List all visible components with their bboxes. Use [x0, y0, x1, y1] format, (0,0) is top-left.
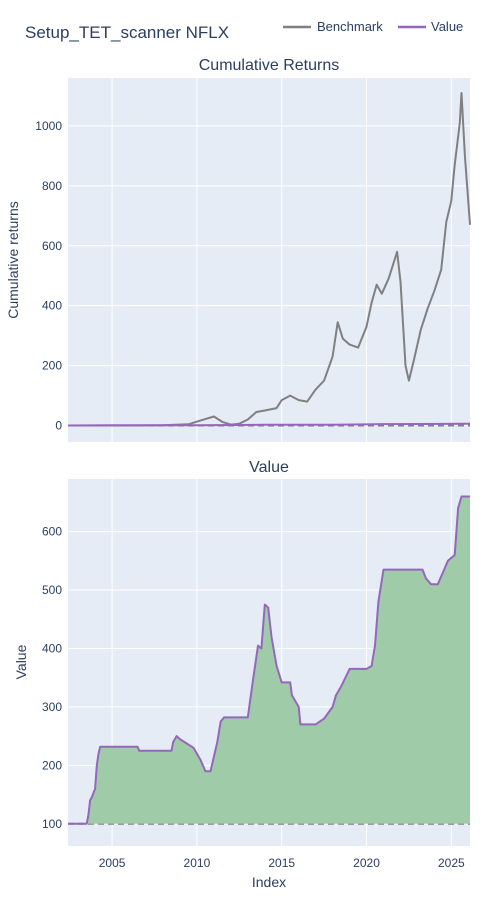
- subplot1-grid: [68, 78, 470, 442]
- subplot1-title: Cumulative Returns: [199, 57, 340, 74]
- figure-title: Setup_TET_scanner NFLX: [25, 23, 229, 42]
- subplot2-title: Value: [249, 459, 289, 476]
- series-line-benchmark: [68, 92, 471, 427]
- subplot2-ylabel: Value: [13, 644, 29, 679]
- y-tick-label: 100: [42, 817, 62, 831]
- y-tick-label: 800: [42, 179, 62, 193]
- series-area-value: [68, 496, 470, 824]
- series-line-value: [67, 422, 470, 427]
- y-tick-label: 300: [42, 700, 62, 714]
- subplot2-marks: [68, 495, 470, 825]
- legend[interactable]: Benchmark Value: [283, 19, 463, 34]
- subplot1-plot-area[interactable]: [68, 78, 470, 442]
- legend-label-benchmark: Benchmark: [317, 19, 383, 34]
- x-tick-label: 2020: [353, 856, 380, 870]
- y-tick-label: 400: [42, 641, 62, 655]
- subplot1-ytick-labels: 0 200 400 600 800 1000: [35, 119, 62, 433]
- x-tick-label: 2010: [184, 856, 211, 870]
- y-tick-label: 600: [42, 525, 62, 539]
- y-tick-label: 400: [42, 299, 62, 313]
- y-tick-label: 600: [42, 239, 62, 253]
- subplot1-marks: [67, 92, 471, 427]
- subplot1-ylabel: Cumulative returns: [5, 201, 21, 319]
- subplot2-xtick-labels: 2005 2010 2015 2020 2025: [99, 856, 465, 870]
- x-tick-label: 2025: [438, 856, 465, 870]
- subplot2-ytick-labels: 100 200 300 400 500 600: [42, 525, 62, 831]
- y-tick-label: 200: [42, 758, 62, 772]
- series-line-value: [68, 495, 470, 825]
- y-tick-label: 200: [42, 359, 62, 373]
- y-tick-label: 1000: [35, 119, 62, 133]
- y-tick-label: 0: [55, 419, 62, 433]
- y-tick-label: 500: [42, 583, 62, 597]
- x-tick-label: 2015: [268, 856, 295, 870]
- xaxis-label: Index: [252, 874, 286, 890]
- x-tick-label: 2005: [99, 856, 126, 870]
- legend-label-value: Value: [431, 19, 463, 34]
